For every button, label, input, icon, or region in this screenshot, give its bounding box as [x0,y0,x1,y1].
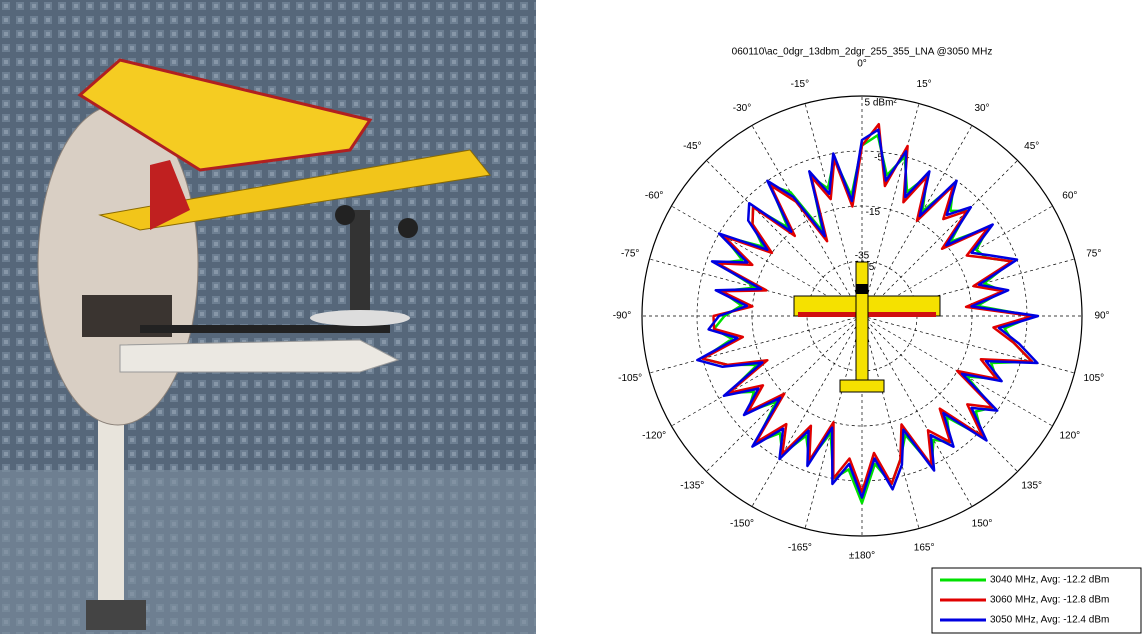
angle-tick-label: 120° [1060,431,1081,442]
grid-spoke [861,315,1075,374]
series-line [696,128,1040,499]
wheel [398,218,418,238]
arm [140,325,390,333]
grid-spoke [804,103,863,317]
aircraft-icon [839,379,885,393]
outer-ring [641,95,1083,537]
grid-spoke [861,315,973,507]
r-tick-label: -15 [866,207,881,218]
turntable [310,310,410,326]
angle-tick-label: -15° [791,79,809,90]
angle-tick-label: 165° [914,542,935,553]
grid-spoke [861,315,920,529]
angle-tick-label: -30° [733,103,751,114]
angle-tick-label: 45° [1024,141,1039,152]
chart-title: 060110\ac_0dgr_13dbm_2dgr_255_355_LNA @3… [732,47,993,58]
legend-label: 3050 MHz, Avg: -12.4 dBm [990,615,1109,626]
angle-tick-label: -165° [788,542,812,553]
angle-tick-label: 150° [972,518,993,529]
aircraft-icon [856,284,868,294]
angle-tick-label: -150° [730,518,754,529]
angle-tick-label: -75° [621,249,639,260]
angle-tick-label: 105° [1083,373,1104,384]
angle-tick-label: 30° [974,103,989,114]
mast [350,210,370,320]
tail [150,160,190,230]
grid-spoke [861,315,1018,472]
wheel [335,205,355,225]
fuselage [98,149,491,231]
angle-tick-label: -60° [645,191,663,202]
grid-spoke [751,125,863,317]
angle-tick-label: -135° [680,480,704,491]
photo [0,0,536,634]
angle-tick-label: 90° [1094,311,1109,322]
base [86,600,146,630]
wing [77,58,373,172]
tube [119,339,400,373]
angle-tick-label: ±180° [849,551,875,562]
floor [0,470,536,634]
grid-spoke [861,103,920,317]
angle-tick-label: -45° [683,141,701,152]
r-tick-label: 5 dBm² [865,97,898,108]
angle-tick-label: 15° [917,79,932,90]
r-tick-label: -5 [874,153,883,164]
polar-chart: 060110\ac_0dgr_13dbm_2dgr_255_355_LNA @3… [613,47,1142,634]
r-tick-label: -35 [855,251,870,262]
angle-tick-label: 135° [1021,480,1042,491]
angle-tick-label: 60° [1062,191,1077,202]
aircraft-icon [855,261,869,393]
angle-tick-label: -105° [618,373,642,384]
legend-label: 3040 MHz, Avg: -12.2 dBm [990,575,1109,586]
grid-spoke [649,315,863,374]
grid-spoke [706,160,863,317]
angle-tick-label: -120° [642,431,666,442]
angle-tick-label: 75° [1086,249,1101,260]
legend-label: 3060 MHz, Avg: -12.8 dBm [990,595,1109,606]
grid-spoke [861,160,1018,317]
grid-spoke [671,315,863,427]
grid-spoke [751,315,863,507]
angle-tick-label: -90° [613,311,631,322]
angle-tick-label: 0° [857,59,867,70]
